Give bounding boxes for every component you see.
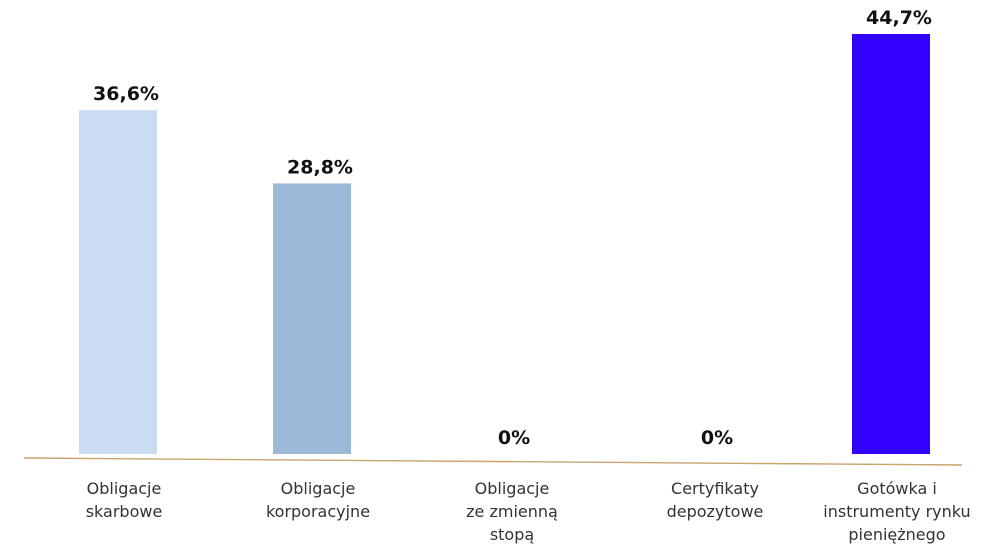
value-label-1: 28,8% — [287, 156, 353, 178]
category-label-4: Gotówka i instrumenty rynku pieniężnego — [823, 479, 970, 544]
category-label-line: skarbowe — [86, 502, 163, 521]
value-label-0: 36,6% — [93, 83, 159, 105]
bar-4 — [852, 34, 930, 454]
category-label-line: Obligacje — [281, 479, 356, 498]
x-axis-line — [23, 457, 963, 466]
category-label-line: Obligacje — [475, 479, 550, 498]
category-label-line: depozytowe — [667, 502, 764, 521]
category-label-0: Obligacje skarbowe — [86, 479, 163, 521]
category-label-line: Obligacje — [87, 479, 162, 498]
value-label-4: 44,7% — [866, 7, 932, 29]
value-label-2: 0% — [498, 427, 530, 449]
category-label-line: stopą — [490, 525, 534, 544]
category-label-2: Obligacje ze zmienną stopą — [466, 479, 558, 544]
value-label-3: 0% — [701, 427, 733, 449]
value-labels-group: 36,6% 28,8% 0% 0% 44,7% — [93, 7, 932, 449]
category-label-line: Certyfikaty — [671, 479, 759, 498]
bar-0 — [79, 110, 157, 454]
bar-1 — [273, 183, 351, 454]
category-label-line: korporacyjne — [266, 502, 370, 521]
category-label-line: pieniężnego — [848, 525, 945, 544]
category-label-1: Obligacje korporacyjne — [266, 479, 370, 521]
category-label-line: Gotówka i — [857, 479, 937, 498]
category-label-line: instrumenty rynku — [823, 502, 970, 521]
bars-group — [79, 34, 930, 454]
category-label-line: ze zmienną — [466, 502, 558, 521]
category-label-3: Certyfikaty depozytowe — [667, 479, 764, 521]
